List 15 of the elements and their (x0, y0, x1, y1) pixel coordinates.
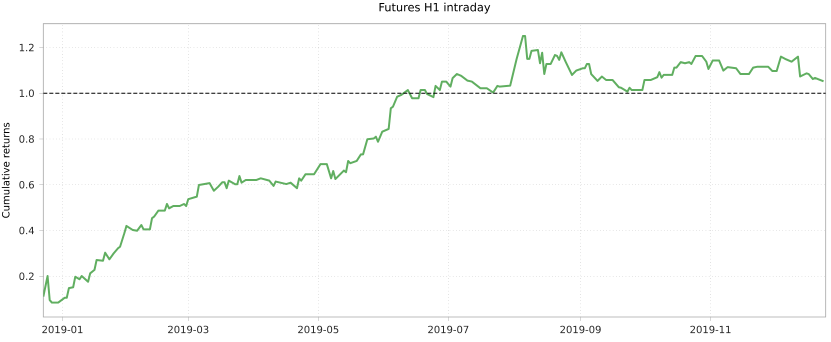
y-tick-label: 0.6 (19, 180, 34, 189)
line-series (43, 35, 825, 304)
x-tick-label: 2019-01 (42, 326, 82, 334)
y-tick-label: 0.4 (19, 226, 34, 234)
y-tick-label: 1.2 (20, 44, 34, 52)
x-tick-label: 2019-07 (428, 326, 468, 334)
y-tick-label: 0.2 (19, 272, 34, 280)
x-tick-label: 2019-05 (298, 326, 338, 334)
y-axis-title: Cumulative returns (2, 122, 10, 218)
chart-title: Futures H1 intraday (380, 2, 490, 14)
x-tick-label: 2019-09 (560, 326, 601, 334)
x-tick-label: 2019-03 (168, 326, 208, 334)
x-tick-label: 2019-11 (690, 326, 731, 334)
y-tick-label: 0.8 (19, 135, 34, 143)
y-tick-label: 1.0 (20, 89, 34, 98)
